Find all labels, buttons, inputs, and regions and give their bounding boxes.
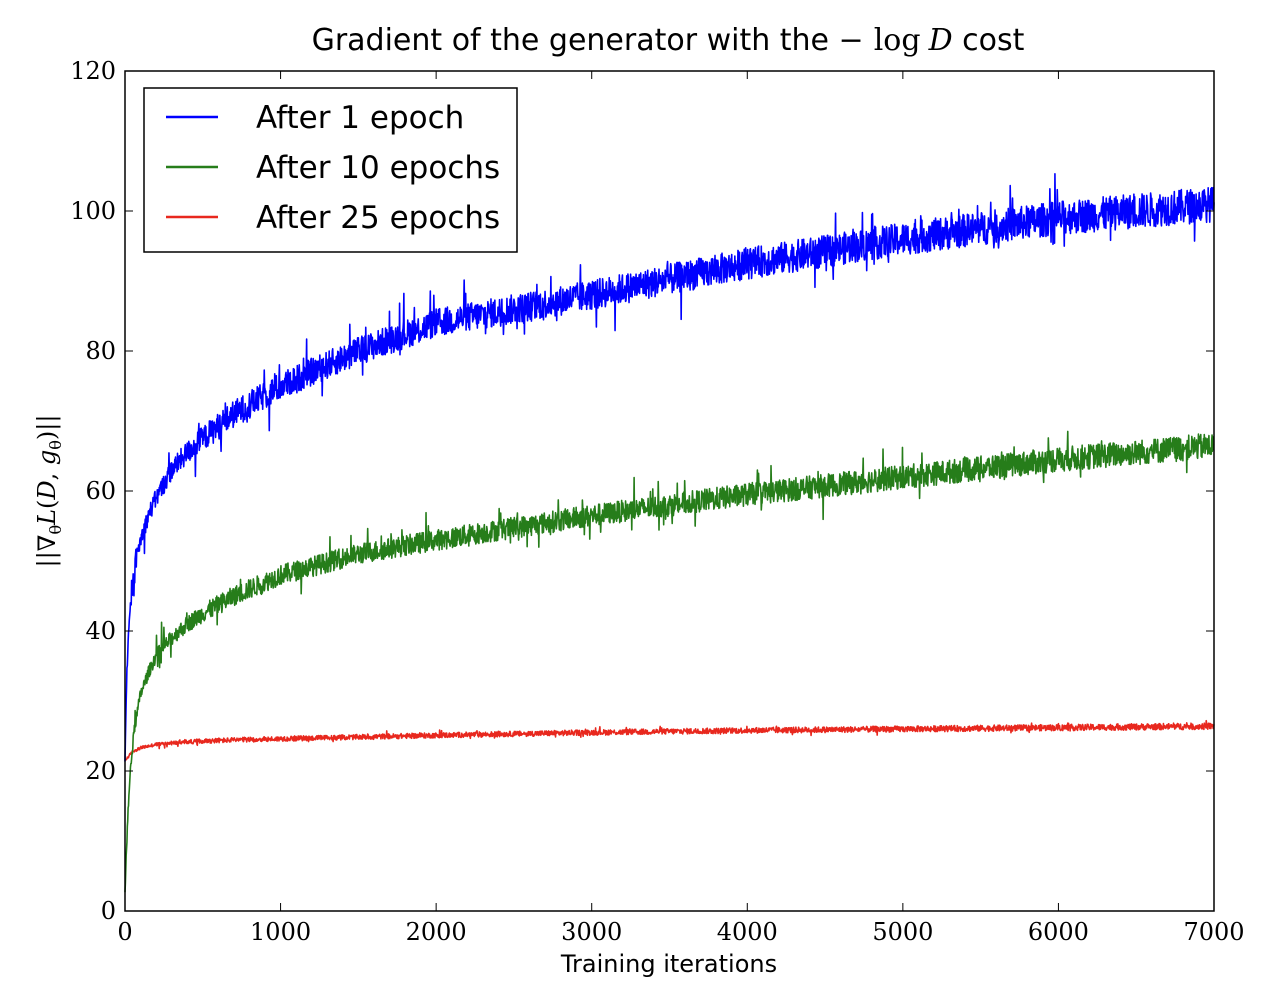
x-tick-label: 4000	[717, 918, 778, 946]
x-tick-label: 2000	[406, 918, 467, 946]
x-tick-label: 6000	[1028, 918, 1089, 946]
legend: After 1 epoch After 10 epochs After 25 e…	[144, 88, 517, 252]
legend-label-after-25-epochs: After 25 epochs	[256, 200, 500, 236]
y-tick-label: 60	[85, 477, 116, 505]
y-tick-label: 100	[70, 197, 116, 225]
y-tick-label: 120	[70, 57, 116, 85]
x-axis-title: Training iterations	[560, 950, 777, 978]
y-tick-label: 0	[101, 897, 116, 925]
chart-title: Gradient of the generator with the − log D…	[312, 23, 1025, 58]
x-tick-label: 1000	[250, 918, 311, 946]
y-tick-label: 80	[85, 337, 116, 365]
legend-label-after-10-epochs: After 10 epochs	[256, 150, 500, 186]
x-tick-label: 7000	[1183, 918, 1244, 946]
x-tick-label: 5000	[872, 918, 933, 946]
x-tick-label: 3000	[561, 918, 622, 946]
series-line-after-25-epochs	[125, 721, 1214, 760]
y-tick-label: 20	[85, 757, 116, 785]
series-line-after-10-epochs	[125, 431, 1214, 892]
series-layer	[125, 174, 1214, 892]
y-tick-label: 40	[85, 617, 116, 645]
y-axis-title: ||∇θL(D, gθ)||	[33, 415, 65, 568]
x-tick-label: 0	[117, 918, 132, 946]
legend-label-after-1-epoch: After 1 epoch	[256, 100, 464, 136]
